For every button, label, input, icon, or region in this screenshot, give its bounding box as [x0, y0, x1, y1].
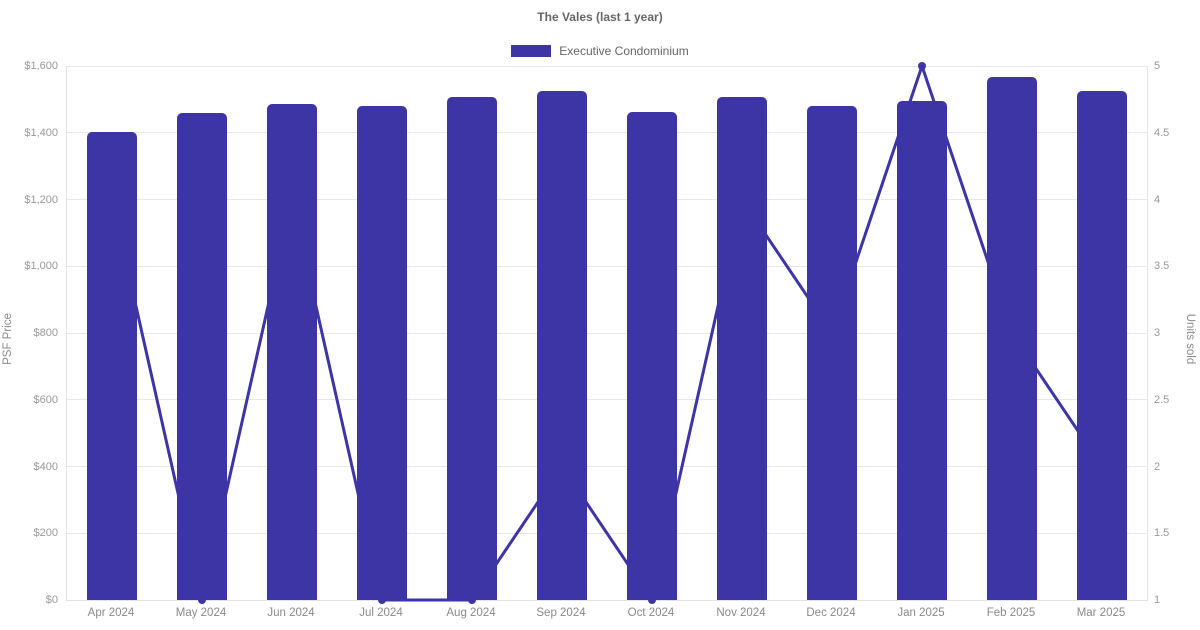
- units-sold-point-dec-2024[interactable]: [828, 329, 836, 337]
- units-sold-point-sep-2024[interactable]: [558, 462, 566, 471]
- units-sold-point-feb-2025[interactable]: [1008, 329, 1016, 337]
- left-axis-title: PSF Price: [2, 313, 14, 365]
- bar-sep-2024[interactable]: [537, 91, 587, 600]
- x-axis-tick-label: Feb 2025: [986, 607, 1036, 619]
- x-axis-tick-label: May 2024: [175, 607, 227, 619]
- x-axis-tick-label: Aug 2024: [446, 607, 496, 619]
- bar-may-2024[interactable]: [177, 113, 227, 600]
- right-axis-tick-label: 4: [1154, 193, 1161, 206]
- bar-dec-2024[interactable]: [807, 106, 857, 600]
- gridline: [67, 399, 1147, 401]
- left-axis-tick-label: $1,200: [24, 193, 58, 206]
- units-sold-point-jul-2024[interactable]: [378, 596, 386, 604]
- units-sold-point-nov-2024[interactable]: [738, 195, 746, 204]
- gridline: [67, 132, 1147, 134]
- units-sold-point-apr-2024[interactable]: [108, 195, 116, 204]
- x-axis-tick-label: Oct 2024: [627, 607, 675, 619]
- legend-label[interactable]: Executive Condominium: [559, 44, 689, 58]
- bar-oct-2024[interactable]: [627, 112, 677, 600]
- bar-feb-2025[interactable]: [987, 76, 1037, 600]
- x-axis-tick-label: Sep 2024: [536, 607, 586, 619]
- right-axis-tick-label: 4.5: [1154, 126, 1170, 139]
- gridline: [67, 65, 1147, 67]
- legend: Executive Condominium: [0, 44, 1200, 58]
- bar-aug-2024[interactable]: [447, 96, 497, 600]
- chart-title: The Vales (last 1 year): [537, 10, 663, 24]
- units-sold-point-aug-2024[interactable]: [468, 596, 476, 604]
- x-axis-tick-label: Nov 2024: [716, 607, 766, 619]
- units-sold-point-jun-2024[interactable]: [288, 195, 296, 204]
- x-axis-tick-label: Dec 2024: [806, 607, 856, 619]
- bar-mar-2025[interactable]: [1077, 91, 1127, 600]
- bar-apr-2024[interactable]: [87, 131, 137, 600]
- left-axis-tick-label: $200: [33, 527, 58, 540]
- right-axis-tick-label: 2: [1154, 460, 1161, 473]
- right-axis-tick-label: 5: [1154, 60, 1161, 72]
- left-axis-tick-label: $1,600: [24, 60, 58, 72]
- x-axis-tick-label: Jul 2024: [359, 607, 403, 619]
- gridline: [67, 466, 1147, 467]
- units-sold-point-oct-2024[interactable]: [648, 596, 656, 604]
- legend-swatch-icon[interactable]: [511, 45, 552, 57]
- gridline: [67, 199, 1147, 200]
- left-axis-tick-label: $0: [45, 594, 58, 606]
- x-axis-tick-label: Jan 2025: [897, 607, 945, 619]
- right-axis-tick-label: 1: [1154, 594, 1161, 606]
- bar-jul-2024[interactable]: [357, 106, 407, 600]
- left-axis-tick-label: $600: [33, 393, 58, 406]
- bar-jan-2025[interactable]: [897, 101, 947, 600]
- units-sold-line: [110, 64, 1104, 602]
- bar-jun-2024[interactable]: [267, 103, 317, 600]
- left-axis-tick-label: $1,000: [24, 260, 58, 273]
- x-axis-tick-label: Mar 2025: [1076, 607, 1126, 619]
- right-axis-tick-label: 3: [1154, 327, 1161, 339]
- units-sold-line-layer: [108, 62, 1106, 604]
- right-axis-tick-label: 2.5: [1154, 393, 1170, 406]
- gridline: [67, 332, 1147, 334]
- right-axis-tick-label: 3.5: [1154, 260, 1170, 273]
- left-axis-tick-label: $400: [33, 460, 58, 473]
- left-axis-tick-label: $800: [33, 327, 58, 339]
- units-sold-point-mar-2025[interactable]: [1098, 462, 1106, 471]
- plot-area: [66, 62, 1148, 604]
- x-axis-tick-label: Jun 2024: [267, 607, 315, 619]
- units-sold-point-jan-2025[interactable]: [918, 62, 926, 70]
- right-axis-tick-label: 1.5: [1154, 527, 1170, 540]
- left-axis-tick-label: $1,400: [24, 126, 58, 139]
- right-axis-title: Units sold: [1184, 313, 1196, 365]
- bar-nov-2024[interactable]: [717, 97, 767, 600]
- x-axis-tick-label: Apr 2024: [87, 607, 135, 619]
- gridline: [67, 265, 1147, 267]
- units-sold-point-may-2024[interactable]: [198, 596, 206, 604]
